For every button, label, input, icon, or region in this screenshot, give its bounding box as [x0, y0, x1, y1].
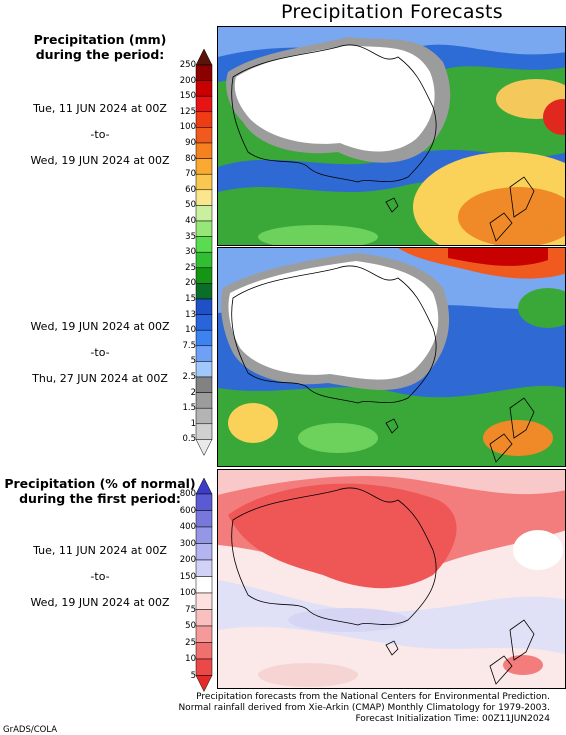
colorbar-segment [195, 220, 213, 237]
map-panel-pct-normal [217, 469, 566, 689]
map-panel-period2 [217, 247, 566, 467]
colorbar-segment [195, 477, 213, 495]
colorbar-segment [195, 526, 213, 544]
colorbar-segment [195, 80, 213, 97]
colorbar-tick-label: 25 [185, 637, 196, 648]
colorbar-segment [195, 642, 213, 660]
period2-end: Thu, 27 JUN 2024 at 00Z [32, 372, 168, 385]
colorbar-segment [195, 439, 213, 456]
colorbar-segment [195, 267, 213, 284]
colorbar-tick-label: 13 [185, 309, 196, 320]
colorbar-segment [195, 236, 213, 253]
colorbar-tick-label: 1 [190, 418, 196, 429]
colorbar-tick-label: 125 [179, 106, 196, 117]
colorbar-segment [195, 189, 213, 206]
colorbar-mm-title-line1: Precipitation (mm) [33, 32, 167, 47]
colorbar-tick-label: 50 [185, 200, 196, 211]
colorbar-segment [195, 625, 213, 643]
colorbar-tick-label: 1.5 [182, 403, 196, 414]
colorbar-tick-label: 90 [185, 138, 196, 148]
colorbar-tick-label: 100 [179, 122, 196, 133]
colorbar-mm [195, 48, 213, 456]
colorbar-segment [195, 675, 213, 693]
colorbar-tick-label: 5 [190, 670, 196, 681]
colorbar-segment [195, 510, 213, 528]
grads-credit: GrADS/COLA [3, 725, 58, 735]
colorbar-tick-label: 80 [185, 153, 196, 164]
colorbar-tick-label: 5 [190, 356, 196, 367]
colorbar-tick-label: 40 [185, 216, 196, 226]
colorbar-tick-label: 2 [190, 387, 196, 398]
period2-start: Wed, 19 JUN 2024 at 00Z [30, 320, 170, 333]
colorbar-tick-label: 10 [185, 325, 196, 336]
colorbar-tick-label: 10 [185, 654, 196, 664]
map-panel-period1 [217, 26, 566, 246]
colorbar-segment [195, 251, 213, 269]
colorbar-segment [195, 493, 213, 511]
colorbar-pct-title: Precipitation (% of normal) during the f… [0, 476, 200, 506]
colorbar-tick-label: 100 [179, 588, 196, 598]
colorbar-segment [195, 64, 213, 81]
colorbar-pct-title-line2: during the first period: [19, 491, 181, 506]
colorbar-tick-label: 300 [179, 538, 196, 549]
colorbar-tick-label: 50 [185, 621, 196, 631]
period1-label: Tue, 11 JUN 2024 at 00Z -to- Wed, 19 JUN… [0, 102, 200, 180]
colorbar-tick-label: 35 [185, 231, 196, 242]
colorbar-tick-label: 150 [179, 571, 196, 582]
colorbar-tick-label: 2.5 [182, 372, 196, 382]
colorbar-mm-title-line2: during the period: [35, 47, 165, 62]
period3-end: Wed, 19 JUN 2024 at 00Z [30, 596, 170, 609]
colorbar-pct-title-line1: Precipitation (% of normal) [4, 476, 196, 491]
period1-end: Wed, 19 JUN 2024 at 00Z [30, 154, 170, 167]
colorbar-tick-label: 0.5 [182, 434, 196, 445]
colorbar-tick-label: 150 [179, 91, 196, 102]
period3-sep: -to- [90, 570, 110, 583]
colorbar-tick-label: 25 [185, 262, 196, 273]
colorbar-segment [195, 407, 213, 425]
period2-label: Wed, 19 JUN 2024 at 00Z -to- Thu, 27 JUN… [0, 320, 200, 398]
colorbar-segment [195, 423, 213, 440]
colorbar-tick-label: 200 [179, 555, 196, 565]
colorbar-segment [195, 298, 213, 315]
colorbar-tick-label: 250 [179, 60, 196, 70]
colorbar-tick-label: 15 [185, 294, 196, 304]
colorbar-mm-title: Precipitation (mm) during the period: [0, 32, 200, 62]
colorbar-tick-label: 800 [179, 489, 196, 499]
footer-line2: Normal rainfall derived from Xie-Arkin (… [178, 703, 550, 713]
page-title: Precipitation Forecasts [281, 1, 503, 23]
footer-line1: Precipitation forecasts from the Nationa… [196, 692, 550, 702]
colorbar-segment [195, 283, 213, 300]
colorbar-tick-label: 200 [179, 75, 196, 86]
colorbar-segment [195, 658, 213, 676]
colorbar-tick-label: 60 [185, 184, 196, 195]
colorbar-tick-label: 70 [185, 169, 196, 180]
colorbar-segment [195, 48, 213, 66]
colorbar-tick-label: 600 [179, 505, 196, 516]
colorbar-tick-label: 7.5 [182, 340, 196, 351]
period3-label: Tue, 11 JUN 2024 at 00Z -to- Wed, 19 JUN… [0, 544, 200, 622]
period3-start: Tue, 11 JUN 2024 at 00Z [33, 544, 167, 557]
period1-sep: -to- [90, 128, 110, 141]
colorbar-tick-label: 400 [179, 522, 196, 532]
colorbar-tick-label: 20 [185, 278, 196, 289]
period1-start: Tue, 11 JUN 2024 at 00Z [33, 102, 167, 115]
colorbar-tick-label: 75 [185, 604, 196, 615]
footer-notes: Precipitation forecasts from the Nationa… [150, 692, 550, 725]
colorbar-tick-label: 30 [185, 247, 196, 258]
period2-sep: -to- [90, 346, 110, 359]
colorbar-segment [195, 205, 213, 222]
footer-line3: Forecast Initialization Time: 00Z11JUN20… [355, 714, 550, 724]
colorbar-pct [195, 477, 213, 693]
